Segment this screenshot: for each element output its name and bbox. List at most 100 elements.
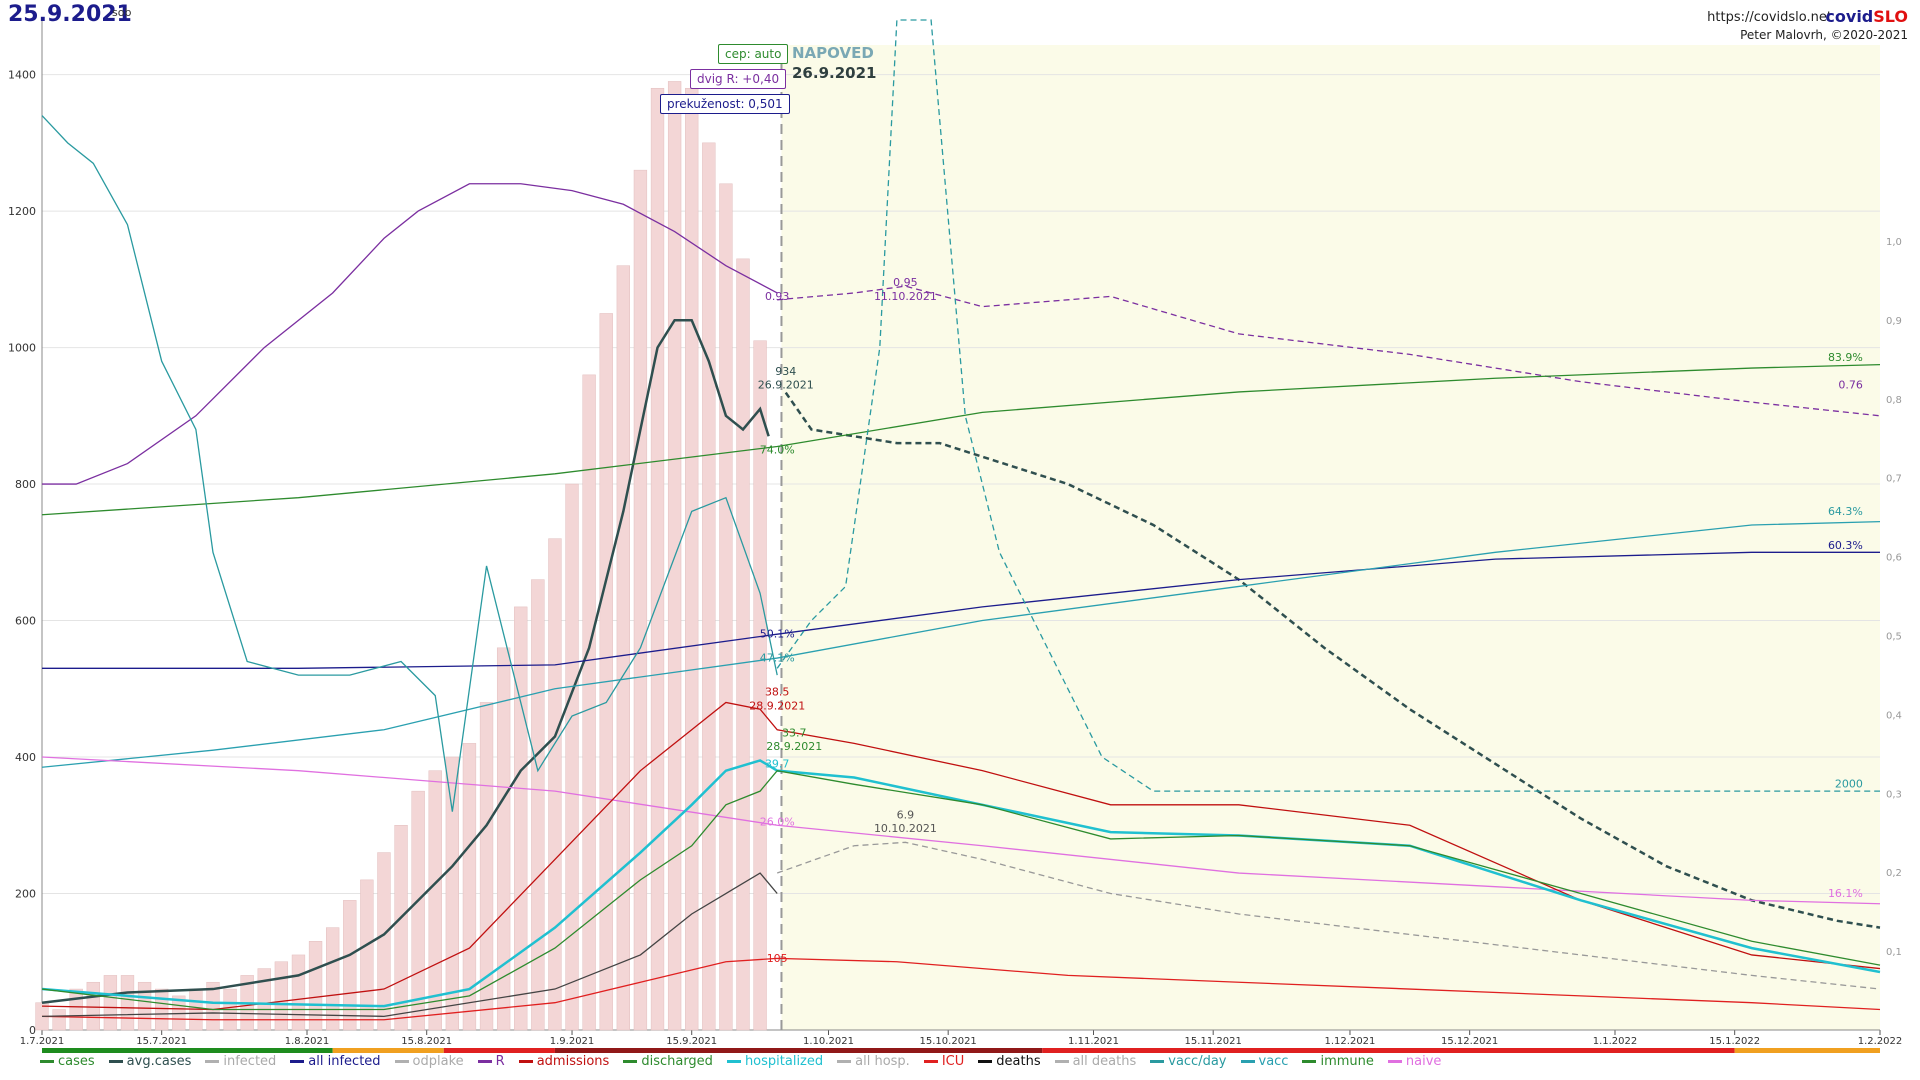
series-all-infected	[42, 551, 1880, 669]
legend-swatch	[477, 1060, 492, 1063]
case-bar-21	[394, 825, 408, 1031]
x-tick-2: 1.8.2021	[285, 1036, 330, 1047]
case-bar-6	[137, 981, 152, 1031]
x-tick-8: 1.11.2021	[1068, 1036, 1119, 1047]
annotation-16: 105	[767, 952, 788, 965]
case-bar-27	[496, 647, 511, 1031]
case-bar-34	[616, 265, 630, 1031]
legend-label: deaths	[996, 1054, 1041, 1069]
case-bar-33	[599, 313, 613, 1031]
legend-label: ICU	[941, 1054, 965, 1069]
legend-label: all deaths	[1072, 1054, 1137, 1069]
annotation-6: 50.1%	[760, 628, 795, 641]
case-bar-3	[86, 981, 100, 1031]
legend-swatch	[290, 1060, 305, 1063]
annotation-20: 60.3%	[1828, 539, 1863, 552]
legend-item-all-infected[interactable]: all infected	[290, 1054, 381, 1069]
y-tick-1400: 1400	[8, 69, 36, 82]
legend-item-avg-cases[interactable]: avg.cases	[108, 1054, 192, 1069]
case-bar-39	[702, 142, 716, 1031]
status-band-5	[1734, 1048, 1880, 1053]
case-bar-18	[343, 900, 357, 1031]
annotation-1: 0,95	[893, 276, 918, 289]
x-tick-7: 15.10.2021	[920, 1036, 977, 1047]
legend-item-hospitalized[interactable]: hospitalized	[726, 1054, 823, 1069]
series-hospitalized	[41, 759, 1881, 1008]
legend-swatch	[978, 1060, 993, 1063]
y2-tick-9: 1,0	[1886, 237, 1902, 248]
legend-item-all-hosp-[interactable]: all hosp.	[837, 1054, 910, 1069]
forecast-label: NAPOVED	[792, 44, 874, 62]
legend-item-all-deaths[interactable]: all deaths	[1054, 1054, 1137, 1069]
annotation-18: 0.76	[1838, 379, 1863, 392]
annotation-14: 6.9	[897, 808, 915, 821]
x-tick-0: 1.7.2021	[20, 1036, 65, 1047]
case-bar-42	[753, 340, 767, 1031]
legend-label: avg.cases	[126, 1054, 192, 1069]
brand-part-b: SLO	[1873, 7, 1908, 26]
legend-label: cases	[58, 1054, 95, 1069]
annotation-2: 11.10.2021	[874, 290, 937, 303]
case-bar-32	[582, 374, 596, 1031]
legend-item-odplake[interactable]: odplake	[394, 1054, 464, 1069]
annotation-21: 2000	[1835, 778, 1863, 791]
annotation-4: 26.9.2021	[758, 379, 814, 392]
y-tick-200: 200	[15, 888, 36, 901]
annotation-0: 0.93	[765, 290, 790, 303]
legend-item-r[interactable]: R	[477, 1054, 505, 1069]
case-bar-2	[69, 988, 83, 1031]
legend-label: vacc	[1258, 1054, 1289, 1069]
case-bar-40	[719, 183, 733, 1031]
case-bar-19	[360, 879, 374, 1031]
forecast-region	[781, 45, 1881, 1030]
annotation-19: 64.3%	[1828, 505, 1863, 518]
case-bar-31	[565, 483, 579, 1031]
case-bar-10	[206, 981, 220, 1031]
legend-swatch	[1302, 1060, 1317, 1063]
case-bar-1	[52, 1009, 66, 1031]
legend-item-infected[interactable]: infected	[205, 1054, 276, 1069]
annotation-3: 934	[775, 365, 796, 378]
author-credit: Peter Malovrh, ©2020-2021	[1740, 28, 1908, 42]
legend-item-immune[interactable]: immune	[1302, 1054, 1374, 1069]
y2-tick-7: 0,8	[1886, 395, 1902, 406]
brand-logo: covidSLO	[1825, 7, 1908, 26]
x-tick-1: 15.7.2021	[136, 1036, 187, 1047]
legend-item-naive[interactable]: naive	[1387, 1054, 1441, 1069]
y-tick-0: 0	[29, 1024, 36, 1037]
y2-tick-0: 0,1	[1886, 947, 1902, 958]
x-tick-10: 1.12.2021	[1325, 1036, 1376, 1047]
legend-swatch	[40, 1060, 54, 1063]
legend-swatch	[108, 1060, 123, 1063]
site-url[interactable]: https://covidslo.net	[1707, 10, 1832, 25]
report-date: 25.9.2021	[8, 2, 132, 27]
legend-swatch	[1240, 1060, 1255, 1063]
legend-item-deaths[interactable]: deaths	[978, 1054, 1041, 1069]
legend-item-icu[interactable]: ICU	[923, 1054, 965, 1069]
case-bar-5	[120, 975, 135, 1031]
legend-label: infected	[223, 1054, 277, 1069]
series-discharged	[41, 769, 1881, 1011]
annotation-22: 16.1%	[1828, 887, 1863, 900]
x-tick-9: 15.11.2021	[1185, 1036, 1242, 1047]
case-bar-22	[411, 790, 425, 1031]
annotation-5: 74.0%	[760, 443, 795, 456]
y2-tick-4: 0,5	[1886, 631, 1902, 642]
status-band-4	[1042, 1048, 1735, 1053]
legend-item-admissions[interactable]: admissions	[518, 1054, 609, 1069]
legend-item-vacc[interactable]: vacc	[1240, 1054, 1289, 1069]
y2-tick-1: 0,2	[1886, 868, 1902, 879]
legend-swatch	[1150, 1060, 1165, 1063]
x-tick-5: 15.9.2021	[666, 1036, 717, 1047]
legend-item-cases[interactable]: cases	[40, 1054, 95, 1069]
x-tick-14: 1.2.2022	[1858, 1036, 1903, 1047]
legend-swatch	[518, 1060, 533, 1063]
legend-item-vacc-day[interactable]: vacc/day	[1150, 1054, 1227, 1069]
case-bar-38	[685, 87, 699, 1031]
x-tick-6: 1.10.2021	[803, 1036, 854, 1047]
x-tick-3: 15.8.2021	[401, 1036, 452, 1047]
series-admissions	[41, 701, 1881, 1011]
legend-item-discharged[interactable]: discharged	[623, 1054, 713, 1069]
annotation-11: 28.9.2021	[766, 740, 822, 753]
badge-dvig: dvig R: +0,40	[690, 69, 787, 89]
